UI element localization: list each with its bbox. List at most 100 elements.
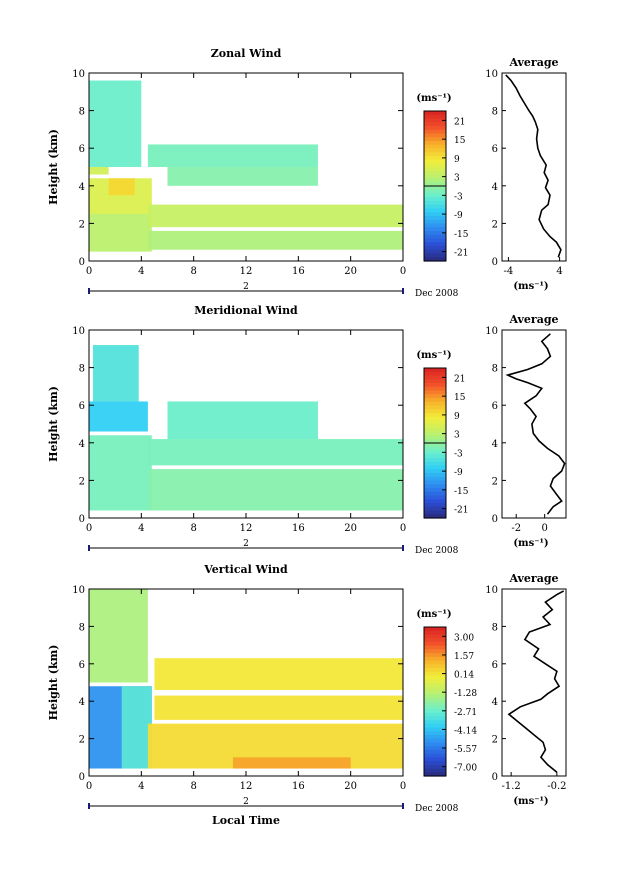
colorbar-tick-label: -5.57	[454, 745, 477, 755]
average-y-tick-label: 8	[492, 622, 498, 633]
heatmap-cell	[89, 589, 148, 683]
colorbar-segment	[424, 216, 446, 221]
date-label: Dec 2008	[415, 289, 459, 299]
x-axis-label: Local Time	[212, 814, 280, 827]
colorbar-segment	[424, 234, 446, 240]
colorbar-segment	[424, 484, 446, 489]
colorbar-segment	[424, 731, 446, 736]
colorbar-segment	[424, 231, 446, 236]
colorbar-segment	[424, 249, 446, 255]
average-y-tick-label: 10	[485, 69, 498, 80]
average-x-tick-label: -0.2	[547, 781, 566, 792]
y-tick-label: 2	[79, 219, 85, 230]
average-y-tick-label: 8	[492, 107, 498, 118]
colorbar-segment	[424, 129, 446, 135]
y-tick-label: 8	[79, 622, 85, 633]
colorbar-segment	[424, 656, 446, 662]
colorbar-segment	[424, 386, 446, 392]
colorbar-segment	[424, 409, 446, 414]
y-tick-label: 0	[79, 257, 85, 268]
colorbar-segment	[424, 371, 446, 377]
colorbar-segment	[424, 171, 446, 176]
heatmap-cell	[92, 345, 139, 402]
colorbar-segment	[424, 390, 446, 395]
colorbar-segment	[424, 420, 446, 425]
colorbar-segment	[424, 469, 446, 474]
colorbar-segment	[424, 413, 446, 418]
heatmap-cell	[89, 401, 148, 432]
colorbar-unit: (ms⁻¹)	[416, 350, 451, 361]
colorbar-tick-label: -21	[454, 506, 469, 516]
colorbar-segment	[424, 144, 446, 150]
colorbar-segment	[424, 204, 446, 210]
colorbar-segment	[424, 435, 446, 440]
colorbar-segment	[424, 742, 446, 747]
colorbar-segment	[424, 705, 446, 710]
colorbar-tick-label: -21	[454, 249, 469, 259]
colorbar-segment	[424, 111, 446, 116]
x-tick-label: 8	[190, 781, 196, 792]
colorbar-segment	[424, 257, 446, 262]
colorbar-segment	[424, 764, 446, 770]
colorbar-segment	[424, 488, 446, 493]
colorbar-segment	[424, 697, 446, 703]
heatmap-cell	[167, 401, 318, 440]
average-y-tick-label: 6	[492, 144, 498, 155]
colorbar-tick-label: -7.00	[454, 764, 477, 774]
heatmap-cell	[147, 230, 403, 250]
colorbar-unit: (ms⁻¹)	[416, 609, 451, 620]
average-y-tick-label: 0	[492, 772, 498, 783]
x-tick-label: 4	[138, 781, 144, 792]
colorbar-segment	[424, 649, 446, 654]
y-tick-label: 8	[79, 364, 85, 375]
average-x-tick-label: -2	[511, 523, 521, 534]
panel-title: Zonal Wind	[211, 47, 282, 60]
colorbar-segment	[424, 394, 446, 399]
colorbar-segment	[424, 141, 446, 146]
colorbar-segment	[424, 189, 446, 195]
y-axis-label: Height (km)	[47, 129, 60, 205]
average-x-tick-label: 0	[541, 523, 547, 534]
average-y-tick-label: 4	[492, 182, 498, 193]
colorbar-tick-label: 9	[454, 155, 460, 165]
colorbar-segment	[424, 686, 446, 691]
colorbar-segment	[424, 431, 446, 437]
y-tick-label: 6	[79, 144, 85, 155]
colorbar-segment	[424, 671, 446, 677]
average-profile-line	[507, 590, 565, 773]
x-tick-label: 4	[138, 523, 144, 534]
y-tick-label: 10	[72, 585, 85, 596]
colorbar-segment	[424, 491, 446, 497]
colorbar-tick-label: -2.71	[454, 708, 477, 718]
colorbar-segment	[424, 720, 446, 725]
x-tick-label: 0	[400, 781, 406, 792]
colorbar-segment	[424, 653, 446, 658]
colorbar-segment	[424, 723, 446, 729]
colorbar-segment	[424, 465, 446, 470]
colorbar-segment	[424, 186, 446, 191]
colorbar-segment	[424, 416, 446, 422]
colorbar-segment	[424, 772, 446, 777]
average-frame	[501, 588, 567, 777]
colorbar-segment	[424, 664, 446, 669]
y-tick-label: 0	[79, 772, 85, 783]
heatmap-cell	[121, 686, 152, 769]
colorbar-segment	[424, 126, 446, 131]
colorbar-segment	[424, 675, 446, 680]
colorbar-segment	[424, 137, 446, 142]
colorbar-segment	[424, 506, 446, 512]
average-profile-line	[505, 74, 562, 258]
colorbar-segment	[424, 690, 446, 695]
x-tick-label: 16	[292, 266, 305, 277]
average-y-tick-label: 4	[492, 439, 498, 450]
colorbar-segment	[424, 712, 446, 717]
colorbar-segment	[424, 638, 446, 643]
average-x-tick-label: 4	[556, 266, 562, 277]
average-profile-line	[505, 333, 566, 515]
date-label: Dec 2008	[415, 546, 459, 556]
colorbar-tick-label: 0.14	[454, 671, 474, 681]
y-tick-label: 4	[79, 439, 85, 450]
colorbar-segment	[424, 667, 446, 673]
